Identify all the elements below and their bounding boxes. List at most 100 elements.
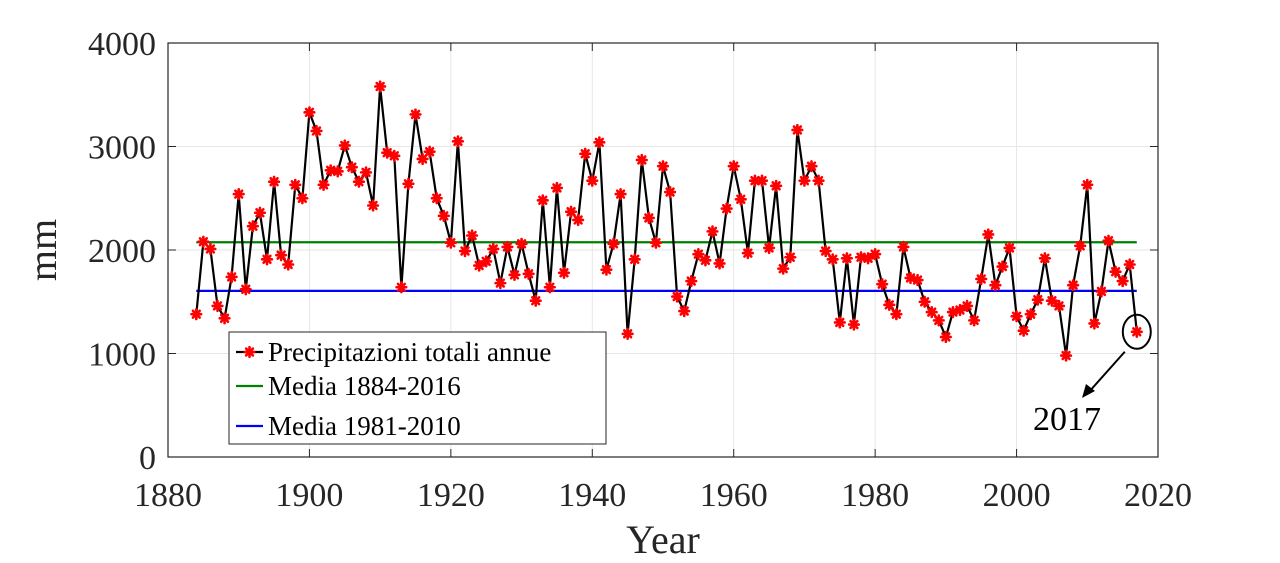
data-point bbox=[755, 174, 769, 187]
data-point bbox=[968, 314, 981, 327]
axes bbox=[167, 42, 1159, 458]
data-point bbox=[798, 174, 811, 187]
data-point bbox=[1010, 310, 1023, 323]
data-point bbox=[833, 316, 846, 329]
data-point bbox=[642, 211, 655, 225]
data-point bbox=[550, 181, 564, 194]
data-point bbox=[770, 179, 783, 192]
data-point bbox=[869, 248, 882, 261]
legend-label: Precipitazioni totali annue bbox=[268, 337, 551, 367]
data-point bbox=[374, 80, 387, 93]
data-point bbox=[317, 178, 330, 191]
data-point bbox=[975, 272, 988, 286]
data-point bbox=[621, 327, 634, 340]
data-point bbox=[1102, 234, 1115, 247]
data-point bbox=[1017, 324, 1030, 337]
data-point bbox=[1045, 294, 1059, 307]
data-point bbox=[989, 279, 1002, 292]
data-point bbox=[1081, 178, 1094, 191]
data-point bbox=[557, 266, 571, 279]
data-point bbox=[890, 308, 903, 321]
y-tick-label: 4000 bbox=[88, 26, 156, 63]
data-point bbox=[296, 192, 309, 205]
data-point bbox=[600, 263, 613, 276]
data-point bbox=[614, 188, 627, 201]
data-point bbox=[331, 165, 344, 178]
data-point bbox=[1052, 299, 1066, 312]
data-point bbox=[529, 294, 542, 307]
data-point bbox=[204, 242, 217, 256]
data-point bbox=[473, 259, 486, 272]
data-point bbox=[465, 229, 479, 242]
data-point bbox=[437, 209, 450, 222]
data-point bbox=[1038, 252, 1051, 265]
data-point bbox=[663, 185, 677, 199]
data-point bbox=[310, 124, 323, 138]
data-point bbox=[784, 251, 797, 264]
x-tick-label: 1880 bbox=[134, 477, 202, 514]
data-point bbox=[939, 330, 952, 344]
data-point bbox=[218, 312, 231, 325]
data-point bbox=[1116, 274, 1129, 288]
data-point bbox=[487, 242, 500, 256]
legend-label: Media 1884-2016 bbox=[268, 371, 461, 401]
data-point bbox=[918, 295, 931, 308]
x-tick-label: 1980 bbox=[841, 477, 909, 514]
data-point bbox=[338, 139, 351, 152]
data-point bbox=[847, 318, 861, 331]
data-point bbox=[649, 236, 663, 249]
data-point bbox=[586, 174, 599, 187]
data-point bbox=[911, 273, 924, 287]
data-point bbox=[501, 240, 514, 253]
data-point bbox=[876, 278, 889, 291]
data-point bbox=[395, 281, 408, 294]
data-point bbox=[579, 147, 592, 160]
y-tick-label: 3000 bbox=[88, 130, 156, 167]
data-point bbox=[805, 160, 818, 173]
data-point bbox=[897, 240, 910, 253]
data-point bbox=[430, 192, 443, 205]
data-point bbox=[699, 254, 712, 267]
series-layer bbox=[190, 80, 1143, 362]
legend-marker bbox=[243, 345, 256, 359]
y-tick-label: 0 bbox=[139, 440, 156, 477]
data-point bbox=[239, 283, 252, 296]
data-point bbox=[522, 267, 535, 280]
legend-label: Media 1981-2010 bbox=[268, 411, 461, 441]
data-point bbox=[352, 175, 366, 188]
y-axis-title: mm bbox=[20, 219, 65, 281]
x-tick-label: 1920 bbox=[417, 477, 485, 514]
data-point bbox=[543, 281, 556, 294]
x-tick-label: 1940 bbox=[558, 477, 626, 514]
data-point bbox=[685, 274, 698, 288]
data-point bbox=[840, 252, 853, 265]
data-point bbox=[1059, 349, 1073, 362]
data-point bbox=[359, 166, 373, 179]
x-tick-label: 1900 bbox=[275, 477, 343, 514]
legend-box bbox=[228, 331, 607, 445]
data-point bbox=[925, 305, 938, 319]
data-point bbox=[388, 149, 401, 162]
data-point bbox=[458, 244, 472, 258]
data-point bbox=[1109, 265, 1122, 278]
data-point bbox=[656, 160, 670, 173]
data-point bbox=[635, 153, 648, 167]
y-tick-label: 1000 bbox=[88, 337, 156, 374]
data-point bbox=[741, 247, 754, 260]
data-point bbox=[734, 193, 747, 206]
data-point bbox=[777, 262, 790, 275]
data-point bbox=[1031, 293, 1044, 306]
x-tick-label: 2000 bbox=[983, 477, 1051, 514]
data-point bbox=[572, 213, 585, 227]
data-point bbox=[996, 260, 1009, 273]
data-point bbox=[267, 175, 281, 188]
x-axis-title: Year bbox=[626, 517, 700, 562]
data-point bbox=[494, 277, 507, 290]
data-point bbox=[303, 106, 316, 119]
data-point bbox=[607, 237, 620, 250]
data-point bbox=[819, 244, 832, 258]
annotation-label: 2017 bbox=[1033, 401, 1101, 438]
data-point bbox=[628, 253, 641, 266]
data-point bbox=[1067, 279, 1080, 292]
